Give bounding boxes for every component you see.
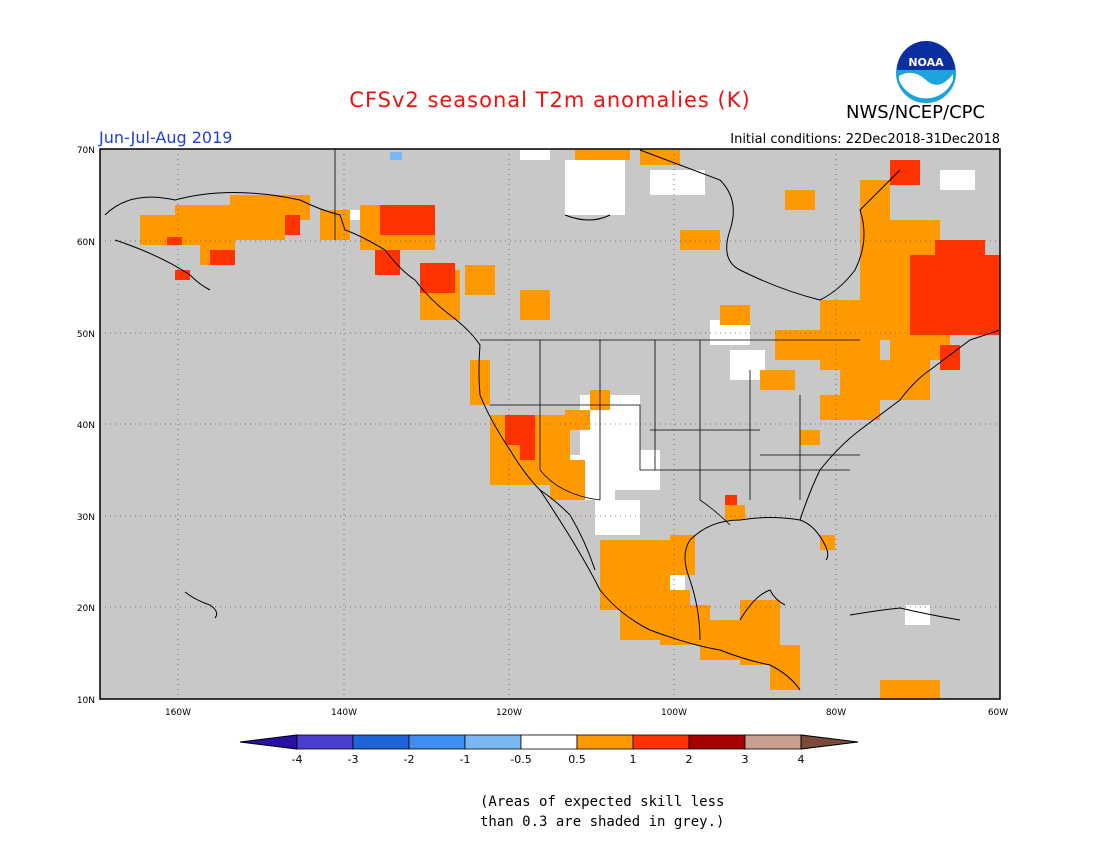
colorbar-segment bbox=[744, 734, 802, 750]
colorbar-tick-label: 0.5 bbox=[568, 753, 586, 766]
svg-text:NOAA: NOAA bbox=[908, 56, 944, 69]
political-borders bbox=[334, 149, 860, 526]
skill-note: (Areas of expected skill less than 0.3 a… bbox=[480, 792, 724, 832]
colorbar-tick-label: -4 bbox=[292, 753, 303, 766]
forecast-period: Jun-Jul-Aug 2019 bbox=[99, 128, 233, 147]
lat-label: 70N bbox=[77, 146, 95, 156]
lon-label: 160W bbox=[165, 708, 191, 718]
colorbar-tick-label: 4 bbox=[798, 753, 805, 766]
colorbar-tick-label: 2 bbox=[686, 753, 693, 766]
lat-label: 20N bbox=[77, 604, 95, 614]
colorbar-segment bbox=[464, 734, 522, 750]
lon-label: 80W bbox=[826, 708, 846, 718]
colorbar-arrow-low bbox=[239, 734, 298, 750]
colorbar-tick-label: -3 bbox=[348, 753, 359, 766]
lat-label: 60N bbox=[77, 238, 95, 248]
colorbar-arrow-high bbox=[800, 734, 859, 750]
noaa-logo: NOAA bbox=[894, 41, 958, 105]
skill-note-line: than 0.3 are shaded in grey.) bbox=[480, 814, 725, 830]
initial-conditions: Initial conditions: 22Dec2018-31Dec2018 bbox=[730, 132, 1000, 147]
gridlines bbox=[100, 149, 1000, 699]
colorbar-labels: -4 -3 -2 -1 -0.5 0.5 1 2 3 4 bbox=[292, 753, 805, 766]
skill-note-line: (Areas of expected skill less bbox=[480, 794, 725, 810]
colorbar-segment bbox=[408, 734, 466, 750]
colorbar-tick-label: -2 bbox=[404, 753, 415, 766]
colorbar-tick-label: 3 bbox=[742, 753, 749, 766]
colorbar-tick-label: -1 bbox=[460, 753, 471, 766]
lat-label: 40N bbox=[77, 421, 95, 431]
lon-label: 60W bbox=[988, 708, 1008, 718]
lat-label: 50N bbox=[77, 330, 95, 340]
coastlines bbox=[104, 149, 1000, 691]
colorbar-segment bbox=[352, 734, 410, 750]
agency-label: NWS/NCEP/CPC bbox=[846, 102, 986, 123]
chart-title: CFSv2 seasonal T2m anomalies (K) bbox=[349, 88, 751, 112]
colorbar-segment bbox=[520, 734, 578, 750]
latitude-axis: 70N 60N 50N 40N 30N 20N 10N bbox=[77, 146, 95, 706]
colorbar-tick-label: -0.5 bbox=[510, 753, 531, 766]
colorbar-segment bbox=[296, 734, 354, 750]
colorbar bbox=[239, 734, 859, 750]
longitude-axis: 160W 140W 120W 100W 80W 60W bbox=[165, 708, 1008, 718]
colorbar-segment bbox=[632, 734, 690, 750]
colorbar-segment bbox=[688, 734, 746, 750]
colorbar-segment bbox=[576, 734, 634, 750]
colorbar-tick-label: 1 bbox=[630, 753, 637, 766]
strong-positive-anomaly-areas bbox=[167, 160, 1000, 505]
lon-label: 120W bbox=[496, 708, 522, 718]
lon-label: 140W bbox=[331, 708, 357, 718]
lat-label: 30N bbox=[77, 513, 95, 523]
lat-label: 10N bbox=[77, 696, 95, 706]
lon-label: 100W bbox=[661, 708, 687, 718]
map-frame bbox=[99, 148, 1001, 700]
negative-anomaly-area bbox=[390, 152, 402, 160]
